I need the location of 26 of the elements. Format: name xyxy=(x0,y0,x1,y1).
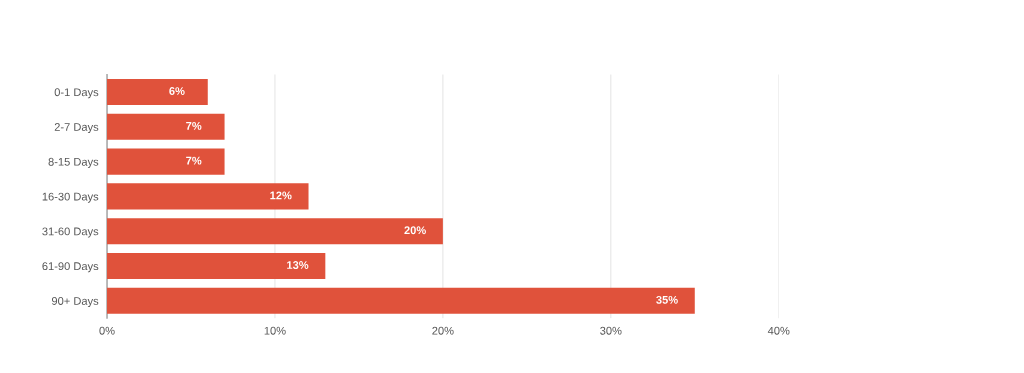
bar xyxy=(107,78,208,106)
bar xyxy=(107,218,443,245)
data-label: 6% xyxy=(169,87,185,95)
data-label: 7% xyxy=(186,121,202,130)
y-tick-label: 61-90 Days xyxy=(42,262,99,273)
y-tick-label: 0-1 Days xyxy=(54,88,99,99)
x-tick-label: 40% xyxy=(767,326,790,335)
data-label: 35% xyxy=(656,295,678,304)
bar xyxy=(107,148,225,175)
x-tick-label: 20% xyxy=(432,326,454,335)
data-label: 20% xyxy=(404,226,426,235)
bar xyxy=(107,252,326,280)
y-tick-label: 8-15 Days xyxy=(48,157,99,168)
data-label: 12% xyxy=(270,191,292,200)
data-label: 7% xyxy=(186,156,202,165)
x-tick-label: 0% xyxy=(99,326,115,335)
y-tick-label: 31-60 Days xyxy=(42,227,99,238)
x-tick-label: 10% xyxy=(264,326,286,335)
y-tick-label: 16-30 Days xyxy=(42,192,99,203)
bar xyxy=(107,113,225,140)
y-tick-label: 90+ Days xyxy=(51,297,99,308)
data-label: 13% xyxy=(287,261,309,269)
bar xyxy=(107,183,309,210)
x-tick-label: 30% xyxy=(600,326,622,335)
bar xyxy=(107,287,695,314)
y-tick-label: 2-7 Days xyxy=(54,123,99,134)
